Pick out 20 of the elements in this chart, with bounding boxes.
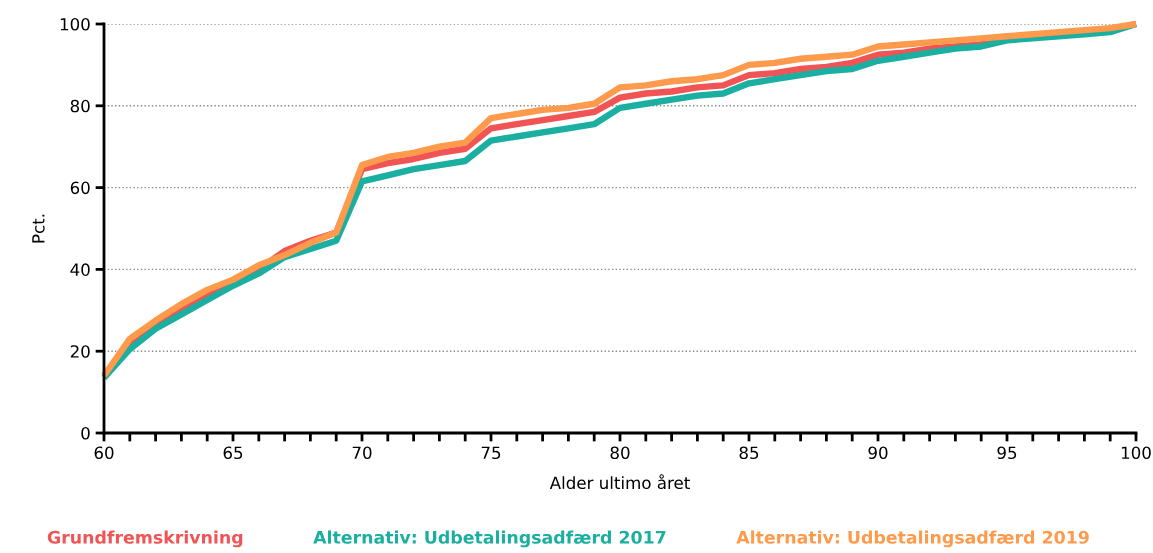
x-axis-title: Alder ultimo året [549,474,690,490]
text: Alternativ: Udbetalingsadfærd 2019 [736,530,1089,548]
x-tick-label: 70 [352,446,372,460]
text: Grundfremskrivning [47,530,243,548]
x-tick-label: 65 [223,446,243,460]
y-axis-title: Pct. [32,214,45,243]
x-tick-label: 80 [610,446,630,460]
x-tick-label: 90 [868,446,888,460]
x-tick-label: 95 [997,446,1017,460]
x-tick-label: 60 [94,446,114,460]
y-tick-label: 100 [60,17,90,31]
y-tick-label: 40 [70,263,90,276]
x-tick-label: 100 [1121,446,1151,460]
x-tick-label: 75 [481,446,501,460]
x-tick-label: 85 [739,446,759,460]
text: Alternativ: Udbetalingsadfærd 2017 [313,530,666,548]
y-tick-label: 20 [70,345,90,358]
y-tick-label: 0 [81,426,90,440]
y-tick-label: 60 [70,181,90,195]
y-tick-label: 80 [70,99,90,113]
